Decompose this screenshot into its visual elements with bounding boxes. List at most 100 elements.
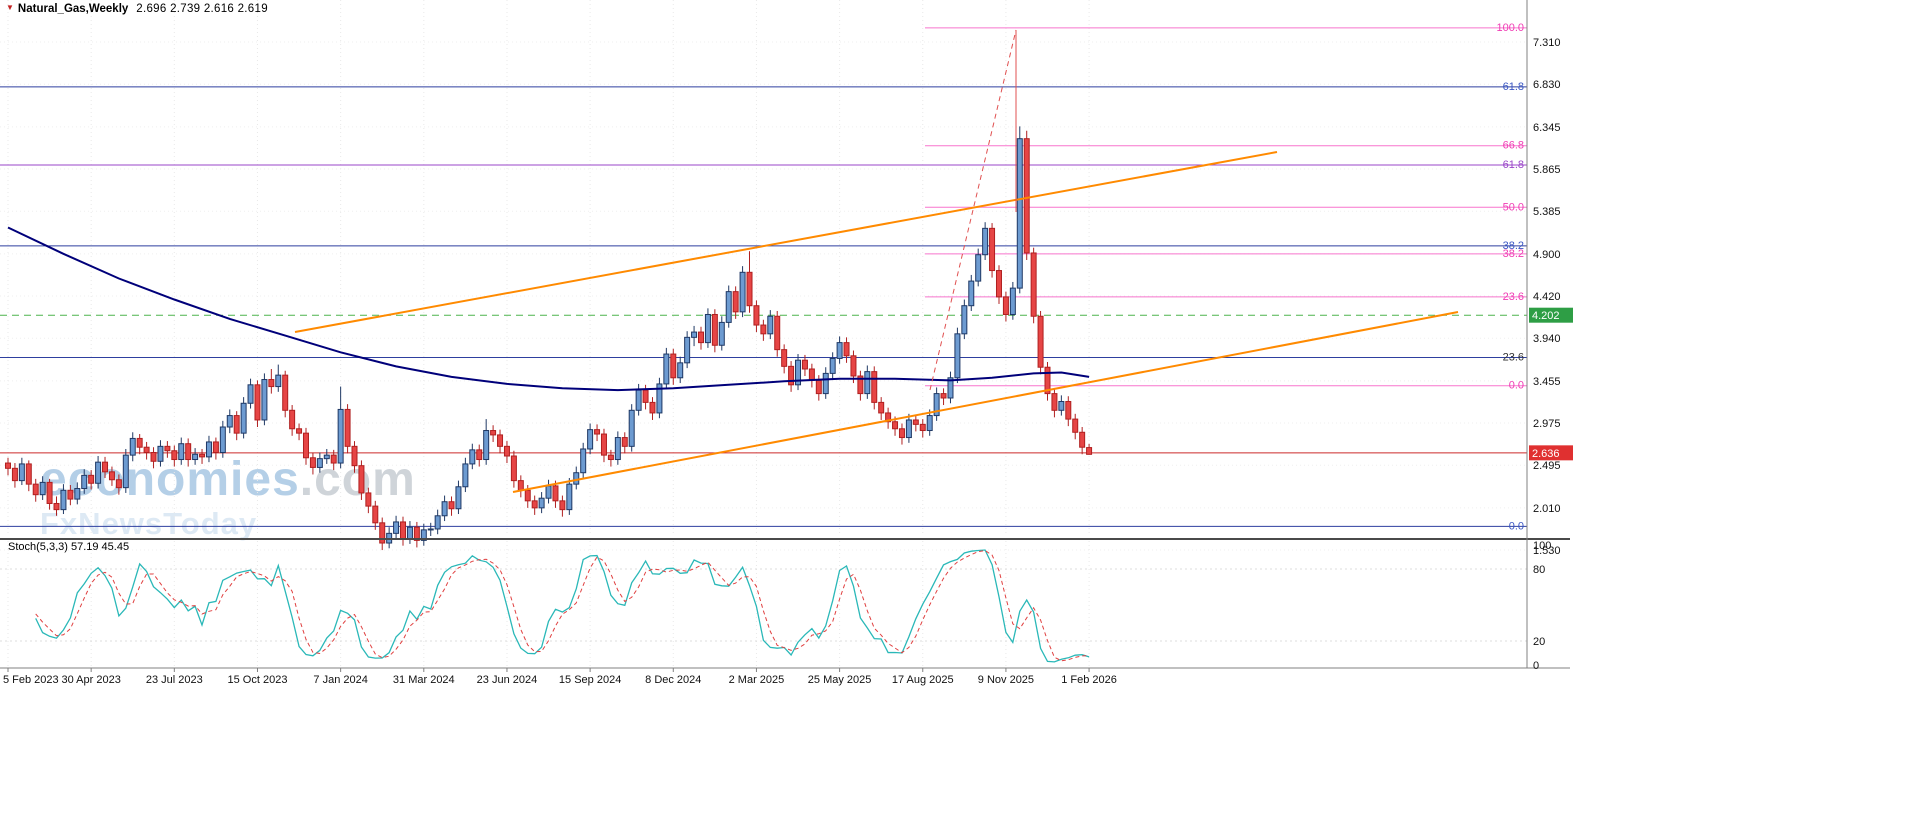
fib-label: 38.2 [1503,248,1524,260]
candle [677,362,684,379]
symbol-marker-icon: ▼ [6,3,14,12]
candle [420,529,427,541]
fib-label: 0.0 [1509,520,1524,532]
candle [11,467,18,482]
svg-text:1.530: 1.530 [1533,545,1561,557]
candle [933,393,940,417]
fib-label: 66.8 [1503,140,1524,152]
candle [788,365,795,386]
candle [379,522,386,544]
candle [67,489,74,500]
candle [150,451,157,462]
candle [233,415,240,434]
candle [254,384,261,421]
candle [240,402,247,434]
stoch-d-line [35,550,1090,662]
candle [5,462,11,469]
candle [102,461,109,473]
candle [406,526,413,540]
candle [226,415,233,428]
svg-text:0: 0 [1533,660,1539,672]
candle [32,483,39,496]
candle [795,359,802,386]
candle [642,389,649,403]
fib-label: 23.6 [1503,352,1524,364]
candle [434,515,441,530]
candle [850,355,857,377]
svg-text:7.310: 7.310 [1533,37,1561,49]
svg-text:100: 100 [1533,540,1551,552]
candle [711,313,718,346]
candle [704,313,711,344]
candle [926,415,933,432]
candle [635,389,642,411]
candle [628,409,635,447]
date-label: 23 Jun 2024 [477,674,538,686]
axis-borders [0,0,1570,669]
date-label: 25 May 2025 [808,674,872,686]
candle [219,426,226,453]
candle [698,331,704,344]
date-label: 7 Jan 2024 [313,674,367,686]
chart-header: ▼ Natural_Gas,Weekly 2.696 2.739 2.616 2.6… [6,3,268,15]
candle [483,430,490,461]
date-label: 23 Jul 2023 [146,674,203,686]
candle [309,457,316,468]
fib-label: 38.2 [1503,240,1524,252]
candle [1072,418,1079,433]
candle [808,368,815,381]
candle [205,441,212,458]
candle [462,463,469,488]
trendline [294,151,1278,333]
candle [108,471,115,481]
trendline [512,311,1459,493]
candle [60,489,67,511]
candle [975,254,982,282]
candle [510,455,517,482]
candle [441,501,448,517]
candle [912,419,919,425]
fib-label: 50.0 [1503,201,1524,213]
candle [316,458,323,468]
candle [143,446,150,453]
candle [296,428,303,434]
candle [1086,447,1093,455]
candle [670,353,677,379]
date-label: 9 Nov 2025 [978,674,1034,686]
candle [774,315,781,351]
candle [1051,393,1058,411]
price-tag [1529,445,1573,461]
candle [573,472,580,485]
candle [497,434,504,447]
candle [39,481,46,496]
candle [857,375,864,395]
candle [1009,287,1016,315]
candle [600,433,607,456]
candle [843,342,850,357]
candle [691,331,698,338]
price-tag [1529,307,1573,323]
candle [801,359,808,370]
ma-line [7,226,1090,392]
candle [815,379,822,395]
candle [968,280,975,307]
symbol-title: Natural_Gas,Weekly [17,3,129,15]
candle [760,324,767,335]
candle [1002,296,1009,315]
candle [455,486,462,510]
candle [718,321,725,346]
candle [1023,138,1030,254]
svg-text:4.900: 4.900 [1533,249,1561,261]
stoch-scale-labels: 100 80 20 0 [1533,540,1551,672]
fib-label: 61.8 [1503,159,1524,171]
candle [663,353,670,385]
watermark-tagline: FxNewsToday [40,506,258,541]
candle [1037,315,1044,368]
candle [268,379,275,388]
candle [995,270,1002,298]
candle [954,333,961,379]
indicator-label: Stoch(5,3,3) 57.19 45.45 [8,541,130,553]
candle [192,453,199,461]
